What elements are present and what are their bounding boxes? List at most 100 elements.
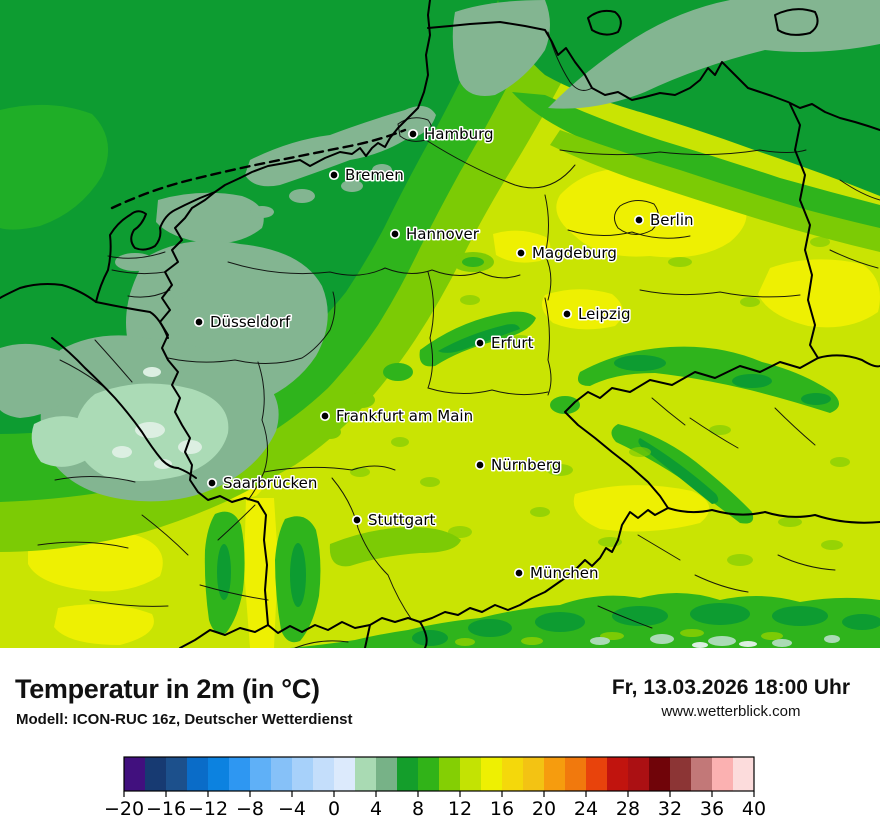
colorbar-segment--20-to--18 [124, 757, 146, 791]
colorbar-segment-18-to-20 [523, 757, 545, 791]
colorbar-tick-label: 16 [490, 798, 514, 820]
city-label: Düsseldorf [210, 313, 291, 331]
texture-noise [350, 237, 850, 566]
city-dot [515, 247, 527, 259]
colorbar-tick-label: 4 [370, 798, 382, 820]
colorbar-segment-14-to-16 [481, 757, 503, 791]
colorbar-tick-label: 28 [616, 798, 640, 820]
colorbar-segment-28-to-30 [628, 757, 650, 791]
colorbar-tick-label: 40 [742, 798, 766, 820]
city-dot [407, 128, 419, 140]
city-dot [351, 514, 363, 526]
colorbar-segments [124, 757, 755, 791]
city-marker-düsseldorf: Düsseldorf [193, 312, 292, 333]
alps-region [290, 592, 880, 648]
model-info: Modell: ICON-RUC 16z, Deutscher Wetterdi… [16, 711, 353, 728]
city-dot [633, 214, 645, 226]
city-dot [319, 410, 331, 422]
colorbar-tick-label: −12 [188, 798, 228, 820]
colorbar-segment--4-to--2 [292, 757, 314, 791]
colorbar-segment-32-to-34 [670, 757, 692, 791]
city-label: Stuttgart [368, 511, 436, 529]
colorbar-tick-label: −16 [146, 798, 186, 820]
colorbar-tick-label: −8 [236, 798, 264, 820]
colorbar-segment-34-to-36 [691, 757, 713, 791]
city-dot [328, 169, 340, 181]
colorbar-segment-8-to-10 [418, 757, 440, 791]
colorbar-segment-38-to-40 [733, 757, 755, 791]
mountain-patches [204, 252, 840, 643]
city-marker-hannover: Hannover [389, 224, 481, 245]
colorbar-segment--14-to--12 [187, 757, 209, 791]
city-dot [389, 228, 401, 240]
colorbar-segment-36-to-38 [712, 757, 734, 791]
city-label: Magdeburg [532, 244, 617, 262]
city-marker-hamburg: Hamburg [407, 124, 495, 145]
state-borders [37, 31, 880, 648]
city-dot [513, 567, 525, 579]
colorbar-tick-label: 20 [532, 798, 556, 820]
city-marker-saarbrücken: Saarbrücken [206, 473, 319, 494]
city-dot [193, 316, 205, 328]
colorbar-segment-2-to-4 [355, 757, 377, 791]
colorbar-segment-30-to-32 [649, 757, 671, 791]
colorbar-segment-4-to-6 [376, 757, 398, 791]
colorbar-segment--10-to--8 [229, 757, 251, 791]
city-marker-magdeburg: Magdeburg [515, 243, 618, 264]
colorbar-tick-label: 32 [658, 798, 682, 820]
colorbar-segment--8-to--6 [250, 757, 272, 791]
colorbar-tick-label: 36 [700, 798, 724, 820]
colorbar-segment--6-to--4 [271, 757, 293, 791]
colorbar-segment-6-to-8 [397, 757, 419, 791]
city-label: Bremen [345, 166, 404, 184]
colorbar-segment-26-to-28 [607, 757, 629, 791]
city-marker-nürnberg: Nürnberg [474, 455, 563, 476]
page-title: Temperatur in 2m (in °C) [15, 674, 320, 704]
city-dot [561, 308, 573, 320]
colorbar-segment-12-to-14 [460, 757, 482, 791]
city-label: Frankfurt am Main [336, 407, 473, 425]
sea-patch [0, 104, 109, 230]
colorbar-segment--16-to--14 [166, 757, 188, 791]
city-marker-frankfurt-am-main: Frankfurt am Main [319, 406, 475, 427]
city-label: Erfurt [491, 334, 534, 352]
colorbar-tick-label: −4 [278, 798, 306, 820]
city-labels: Hamburg Bremen Hannover Berlin Magdeburg Düss… [193, 124, 695, 584]
colorbar-tick-label: 24 [574, 798, 598, 820]
city-marker-leipzig: Leipzig [561, 304, 632, 325]
city-label: Saarbrücken [223, 474, 317, 492]
city-label: Nürnberg [491, 456, 561, 474]
colorbar-segment--2-to-0 [313, 757, 335, 791]
city-label: München [530, 564, 598, 582]
colorbar-ticks: −20 −16 −12 −8 −4 0 4 8 12 16 20 24 28 32 36 40 [104, 791, 766, 820]
city-label: Hamburg [424, 125, 494, 143]
wadden-islands [110, 128, 407, 210]
website-url: www.wetterblick.com [661, 703, 801, 720]
datetime-block: Fr, 13.03.2026 18:00 Uhr www.wetterblick… [612, 676, 850, 720]
colorbar-segment-20-to-22 [544, 757, 566, 791]
baltic-mid-strip [512, 92, 880, 232]
city-dot [474, 459, 486, 471]
colorbar-segment--12-to--10 [208, 757, 230, 791]
city-marker-berlin: Berlin [633, 210, 695, 231]
city-marker-stuttgart: Stuttgart [351, 510, 437, 531]
valid-datetime: Fr, 13.03.2026 18:00 Uhr [611, 676, 850, 699]
city-label: Berlin [650, 211, 694, 229]
colorbar-segment-24-to-26 [586, 757, 608, 791]
colorbar-segment-0-to-2 [334, 757, 356, 791]
city-marker-bremen: Bremen [328, 165, 405, 186]
baltic-gray-wedge [548, 0, 880, 109]
city-marker-erfurt: Erfurt [474, 333, 535, 354]
baltic-yg-strip [550, 130, 880, 252]
country-borders [0, 0, 880, 648]
city-label: Hannover [406, 225, 480, 243]
city-dot [206, 477, 218, 489]
colorbar-frame [123, 756, 755, 792]
temperature-map: Hamburg Bremen Hannover Berlin Magdeburg Düss… [0, 0, 880, 648]
colorbar-tick-label: 8 [412, 798, 424, 820]
temperature-colorbar: −20 −16 −12 −8 −4 0 4 8 12 16 20 24 28 32 36 40 [104, 756, 766, 820]
city-dot [474, 337, 486, 349]
city-marker-münchen: München [513, 563, 600, 584]
colorbar-tick-label: 0 [328, 798, 340, 820]
